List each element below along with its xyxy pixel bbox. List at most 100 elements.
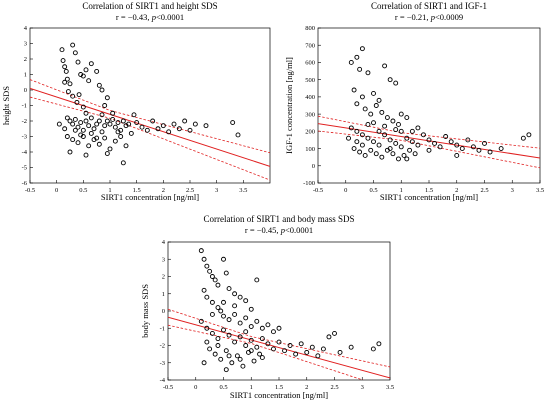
x-tick-label: 3.5 bbox=[386, 384, 394, 391]
data-point bbox=[102, 135, 108, 141]
data-point bbox=[70, 137, 76, 143]
subtitle-prefix: r = −0.45, bbox=[245, 225, 281, 235]
x-tick-label: 0.5 bbox=[369, 187, 377, 194]
data-point bbox=[359, 46, 365, 52]
data-point bbox=[387, 77, 393, 83]
data-point bbox=[398, 128, 404, 134]
data-point bbox=[376, 142, 382, 148]
data-point bbox=[426, 137, 432, 143]
subtitle-prefix: r = −0.43, bbox=[116, 12, 152, 22]
data-point bbox=[432, 140, 437, 146]
data-point bbox=[359, 94, 365, 100]
data-point bbox=[215, 343, 221, 348]
data-point bbox=[80, 73, 86, 79]
data-point bbox=[254, 318, 260, 324]
data-point bbox=[265, 341, 271, 347]
data-point bbox=[237, 294, 243, 300]
data-point bbox=[237, 320, 243, 326]
y-tick-label: 0 bbox=[24, 87, 27, 94]
chart-2: Correlation of SIRT1 and IGF-1r = −0.21,… bbox=[284, 1, 544, 202]
data-point bbox=[94, 121, 100, 127]
data-point bbox=[409, 139, 415, 145]
data-point bbox=[201, 360, 207, 366]
data-point bbox=[215, 305, 221, 310]
ci-upper-line bbox=[30, 79, 270, 154]
x-tick-label: -0.5 bbox=[25, 187, 35, 194]
data-point bbox=[465, 137, 471, 143]
data-point bbox=[421, 132, 426, 138]
data-point bbox=[320, 346, 326, 352]
data-point bbox=[229, 360, 235, 366]
x-tick-label: 3.5 bbox=[239, 187, 247, 194]
regression-group bbox=[318, 115, 540, 169]
data-point bbox=[226, 286, 232, 292]
data-point bbox=[248, 337, 254, 343]
data-point bbox=[390, 118, 396, 124]
data-point bbox=[64, 76, 70, 82]
data-points bbox=[198, 248, 382, 373]
data-point bbox=[70, 93, 76, 99]
data-point bbox=[365, 135, 371, 141]
y-tick-label: 1 bbox=[162, 291, 165, 298]
y-tick-label: -1 bbox=[160, 325, 165, 332]
data-point bbox=[83, 118, 89, 124]
data-point bbox=[64, 115, 70, 121]
data-point bbox=[251, 358, 257, 364]
data-point bbox=[83, 67, 89, 73]
data-point bbox=[78, 132, 84, 138]
y-tick-label: 700 bbox=[305, 42, 315, 49]
data-point bbox=[91, 126, 97, 132]
data-point bbox=[354, 54, 360, 60]
y-tick-label: 1 bbox=[24, 72, 27, 79]
data-point bbox=[63, 68, 69, 74]
data-point bbox=[221, 327, 226, 333]
data-point bbox=[226, 353, 232, 359]
data-point bbox=[155, 126, 161, 132]
data-point bbox=[112, 124, 118, 130]
data-point bbox=[123, 143, 129, 149]
x-tick-label: 3 bbox=[215, 187, 218, 194]
data-point bbox=[362, 106, 368, 112]
data-point bbox=[282, 348, 287, 354]
data-point bbox=[75, 140, 81, 146]
data-point bbox=[223, 367, 229, 373]
data-point bbox=[237, 334, 243, 340]
data-point bbox=[470, 144, 476, 150]
x-tick-label: 1 bbox=[108, 187, 111, 194]
chart-title: Correlation of SIRT1 and height SDS bbox=[82, 1, 217, 11]
data-point bbox=[88, 115, 94, 121]
regression-line bbox=[30, 87, 270, 167]
data-point bbox=[354, 101, 360, 107]
data-point bbox=[112, 138, 118, 144]
y-tick-label: -1 bbox=[22, 103, 27, 110]
data-point bbox=[176, 126, 182, 132]
y-tick-label: -2 bbox=[160, 343, 165, 350]
y-tick-label: 3 bbox=[24, 41, 27, 48]
data-point bbox=[362, 152, 368, 158]
x-tick-label: 2 bbox=[455, 187, 458, 194]
data-point bbox=[382, 63, 388, 69]
subtitle-p: p bbox=[151, 12, 156, 22]
data-point bbox=[171, 121, 177, 127]
y-tick-label: 0 bbox=[162, 308, 165, 315]
chart-subtitle: r = −0.21, p<0.0009 bbox=[395, 12, 463, 22]
x-tick-label: -0.5 bbox=[313, 187, 323, 194]
subtitle-prefix: r = −0.21, bbox=[395, 12, 431, 22]
data-point bbox=[376, 128, 382, 134]
data-point bbox=[67, 149, 73, 155]
data-point bbox=[209, 330, 215, 336]
x-tick-label: 2 bbox=[305, 384, 308, 391]
data-point bbox=[379, 154, 385, 160]
data-point bbox=[218, 308, 224, 314]
y-tick-label: -3 bbox=[160, 360, 165, 367]
data-point bbox=[59, 47, 65, 53]
data-point bbox=[209, 274, 215, 279]
data-point bbox=[254, 277, 260, 283]
data-point bbox=[384, 115, 390, 121]
data-point bbox=[232, 312, 238, 317]
data-point bbox=[115, 120, 121, 126]
data-point bbox=[215, 282, 221, 288]
data-point bbox=[64, 134, 70, 139]
data-point bbox=[204, 263, 210, 269]
x-tick-label: 0 bbox=[194, 384, 197, 391]
